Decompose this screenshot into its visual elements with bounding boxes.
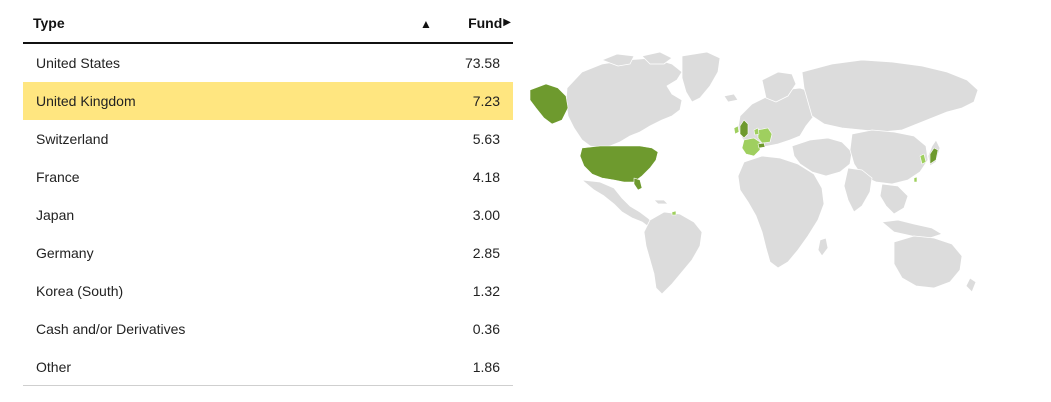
row-fund: 1.86	[472, 358, 500, 375]
map-scandinavia	[761, 71, 797, 103]
table-row[interactable]: Japan 3.00	[23, 196, 513, 234]
map-united-states	[579, 145, 659, 183]
table-row[interactable]: Germany 2.85	[23, 234, 513, 272]
map-new-zealand	[965, 277, 977, 293]
map-africa	[737, 155, 825, 269]
table-row[interactable]: Other 1.86	[23, 348, 513, 386]
map-germany	[757, 127, 773, 144]
map-china	[849, 129, 929, 185]
row-fund: 3.00	[472, 207, 500, 223]
row-type: Switzerland	[36, 131, 109, 147]
sort-ascending-icon[interactable]: ▲	[420, 17, 432, 31]
row-type: Korea (South)	[36, 283, 124, 299]
table-row[interactable]: France 4.18	[23, 158, 513, 196]
map-south-america	[643, 211, 703, 295]
play-right-icon: ▶	[503, 17, 511, 28]
table-row[interactable]: Korea (South) 1.32	[23, 272, 513, 310]
world-map-svg	[529, 51, 979, 295]
map-iceland	[723, 93, 739, 103]
world-map[interactable]	[522, 50, 984, 295]
map-middle-east	[791, 137, 853, 177]
map-arctic-islands	[601, 53, 635, 67]
table-body: United States 73.58 United Kingdom 7.23 …	[23, 44, 513, 386]
map-switzerland	[757, 142, 766, 149]
map-australia	[893, 235, 963, 289]
row-type: Germany	[36, 245, 94, 261]
map-alaska	[529, 83, 569, 125]
table-row[interactable]: United States 73.58	[23, 44, 513, 82]
map-korea	[919, 153, 927, 165]
row-fund: 4.18	[472, 169, 500, 185]
map-southeast-asia	[879, 183, 909, 215]
map-indonesia	[881, 219, 943, 239]
country-allocation-table: Type ▲ Fund ▶ United States 73.58 United…	[23, 0, 513, 386]
map-mexico	[581, 179, 655, 229]
map-greenland	[681, 51, 721, 103]
row-type: United Kingdom	[36, 93, 136, 109]
map-ireland	[733, 125, 740, 135]
map-japan	[929, 147, 939, 165]
row-type: Cash and/or Derivatives	[36, 321, 186, 337]
map-caribbean-highlight	[671, 210, 677, 216]
row-type: France	[36, 169, 80, 185]
map-arctic-islands-2	[641, 51, 673, 65]
map-france	[741, 137, 761, 157]
map-florida	[633, 177, 643, 191]
row-fund: 5.63	[472, 131, 500, 147]
map-canada	[565, 57, 683, 149]
row-type: Other	[36, 358, 72, 375]
table-header: Type ▲ Fund ▶	[23, 0, 513, 44]
map-caribbean	[653, 199, 669, 205]
type-column-header[interactable]: Type	[33, 15, 65, 31]
row-fund: 7.23	[472, 93, 500, 109]
map-madagascar	[817, 237, 829, 257]
row-type: Japan	[36, 207, 75, 223]
map-russia	[801, 59, 979, 133]
row-fund: 73.58	[464, 55, 500, 71]
map-india	[843, 167, 873, 213]
row-type: United States	[36, 55, 121, 71]
fund-column-label: Fund	[468, 15, 503, 31]
map-united-kingdom	[739, 119, 749, 139]
row-fund: 0.36	[472, 321, 500, 337]
fund-column-header[interactable]: Fund ▶	[468, 15, 511, 31]
table-row[interactable]: Switzerland 5.63	[23, 120, 513, 158]
table-row-highlighted[interactable]: United Kingdom 7.23	[23, 82, 513, 120]
table-row[interactable]: Cash and/or Derivatives 0.36	[23, 310, 513, 348]
row-fund: 1.32	[472, 283, 500, 299]
map-netherlands	[753, 127, 760, 136]
map-taiwan	[913, 176, 918, 183]
row-fund: 2.85	[472, 245, 500, 261]
